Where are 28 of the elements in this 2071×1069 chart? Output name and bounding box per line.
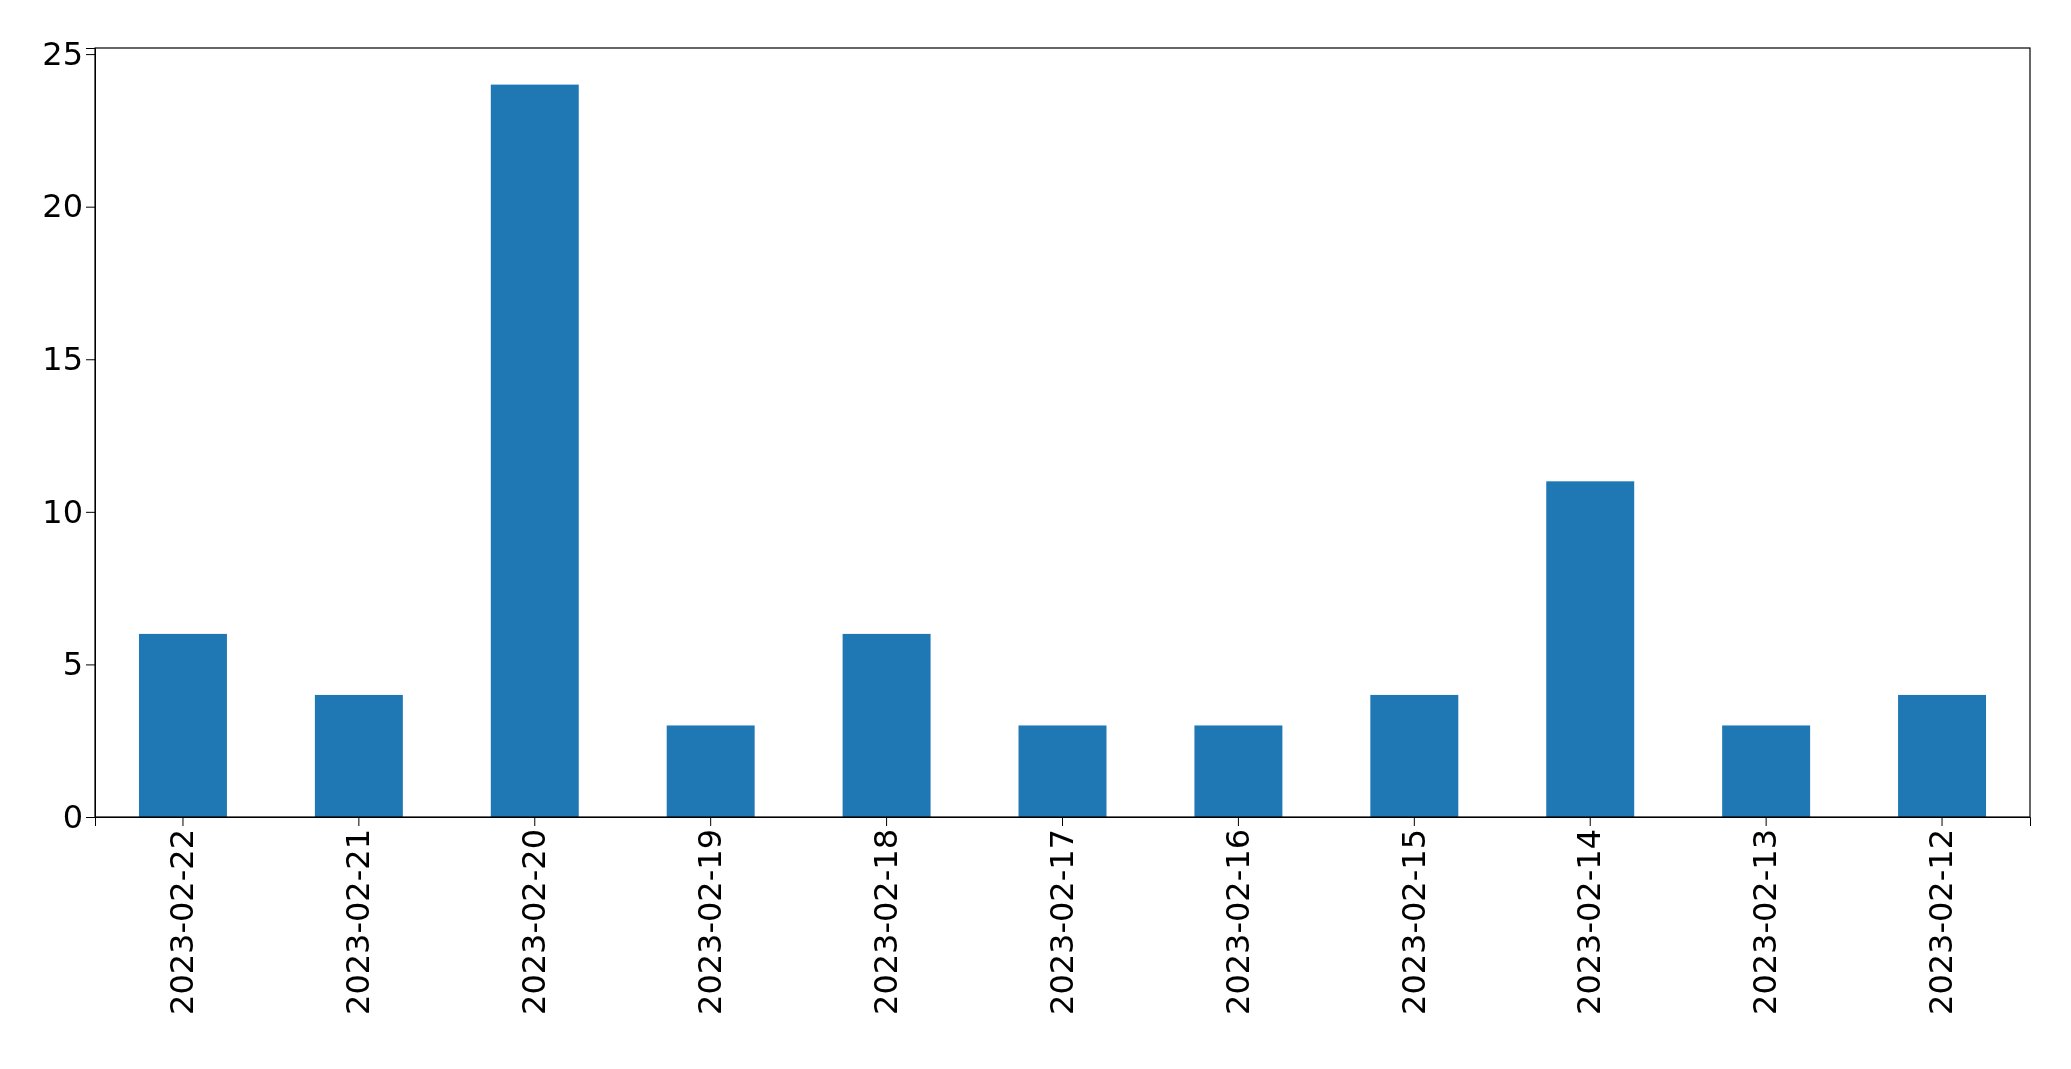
x-tick-label: 2023-02-14 [1570,829,1609,1015]
x-tick-label: 2023-02-20 [515,829,554,1015]
bar [1546,481,1635,817]
y-tick-label: 5 [62,645,83,684]
y-tick-label: 25 [42,34,83,73]
x-tick-label: 2023-02-22 [163,829,202,1015]
x-tick-label: 2023-02-16 [1218,829,1257,1015]
bar [1370,694,1459,817]
x-tick-label: 2023-02-12 [1922,829,1961,1015]
bar [842,633,931,817]
bar [314,694,403,817]
y-tick-label: 10 [42,492,83,531]
bar [1898,694,1987,817]
bar [666,725,755,817]
x-tick-label: 2023-02-15 [1394,829,1433,1015]
x-tick-label: 2023-02-19 [690,829,729,1015]
bar [1018,725,1107,817]
y-tick-label: 20 [42,187,83,226]
bar [138,633,227,817]
y-tick-label: 0 [62,797,83,836]
x-tick-label: 2023-02-17 [1042,829,1081,1015]
x-tick-label: 2023-02-13 [1746,829,1785,1015]
x-tick-label: 2023-02-21 [339,829,378,1015]
x-tick-label: 2023-02-18 [866,829,905,1015]
bar [490,84,579,817]
bar [1194,725,1283,817]
bar [1722,725,1811,817]
y-tick-label: 15 [42,340,83,378]
